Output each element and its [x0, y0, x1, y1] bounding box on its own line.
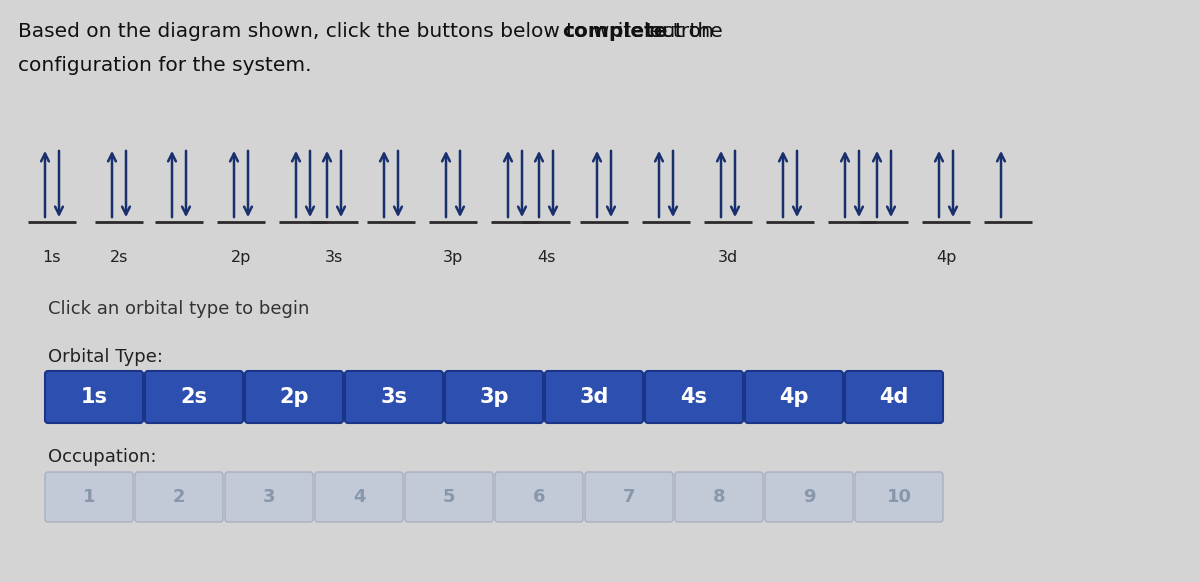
FancyBboxPatch shape	[445, 371, 542, 423]
FancyBboxPatch shape	[745, 371, 842, 423]
Text: 10: 10	[887, 488, 912, 506]
Text: 3d: 3d	[718, 250, 738, 265]
Text: 2p: 2p	[230, 250, 251, 265]
Text: 4s: 4s	[536, 250, 556, 265]
Text: 6: 6	[533, 488, 545, 506]
FancyBboxPatch shape	[226, 472, 313, 522]
FancyBboxPatch shape	[496, 472, 583, 522]
FancyBboxPatch shape	[134, 472, 223, 522]
Text: 3p: 3p	[479, 387, 509, 407]
Text: 2: 2	[173, 488, 185, 506]
Text: 3s: 3s	[380, 387, 408, 407]
FancyBboxPatch shape	[346, 371, 443, 423]
FancyBboxPatch shape	[586, 472, 673, 522]
Text: 1s: 1s	[43, 250, 61, 265]
FancyBboxPatch shape	[46, 472, 133, 522]
FancyBboxPatch shape	[766, 472, 853, 522]
Text: 1: 1	[83, 488, 95, 506]
Text: 3p: 3p	[443, 250, 463, 265]
FancyBboxPatch shape	[545, 371, 643, 423]
FancyBboxPatch shape	[845, 371, 943, 423]
Text: 2s: 2s	[110, 250, 128, 265]
FancyBboxPatch shape	[145, 371, 242, 423]
Text: 8: 8	[713, 488, 725, 506]
FancyBboxPatch shape	[854, 472, 943, 522]
Text: 7: 7	[623, 488, 635, 506]
Text: 9: 9	[803, 488, 815, 506]
Text: 2p: 2p	[280, 387, 308, 407]
FancyBboxPatch shape	[245, 371, 343, 423]
Text: 3: 3	[263, 488, 275, 506]
FancyBboxPatch shape	[406, 472, 493, 522]
Text: 3d: 3d	[580, 387, 608, 407]
FancyBboxPatch shape	[314, 472, 403, 522]
Text: Based on the diagram shown, click the buttons below to write out the: Based on the diagram shown, click the bu…	[18, 22, 730, 41]
Text: 5: 5	[443, 488, 455, 506]
Text: 4p: 4p	[936, 250, 956, 265]
Text: 3s: 3s	[325, 250, 343, 265]
Text: Click an orbital type to begin: Click an orbital type to begin	[48, 300, 310, 318]
Text: 4s: 4s	[680, 387, 708, 407]
Text: Based on the diagram shown, click the buttons below to write out the complete el: Based on the diagram shown, click the bu…	[18, 22, 912, 41]
FancyBboxPatch shape	[674, 472, 763, 522]
Text: 2s: 2s	[180, 387, 208, 407]
Text: 1s: 1s	[80, 387, 108, 407]
FancyBboxPatch shape	[46, 371, 143, 423]
Text: 4: 4	[353, 488, 365, 506]
Text: electron: electron	[625, 22, 714, 41]
Text: 4p: 4p	[779, 387, 809, 407]
FancyBboxPatch shape	[646, 371, 743, 423]
Text: Occupation:: Occupation:	[48, 448, 156, 466]
Text: Orbital Type:: Orbital Type:	[48, 348, 163, 366]
Text: configuration for the system.: configuration for the system.	[18, 56, 312, 75]
Text: 4d: 4d	[880, 387, 908, 407]
Text: complete: complete	[563, 22, 668, 41]
